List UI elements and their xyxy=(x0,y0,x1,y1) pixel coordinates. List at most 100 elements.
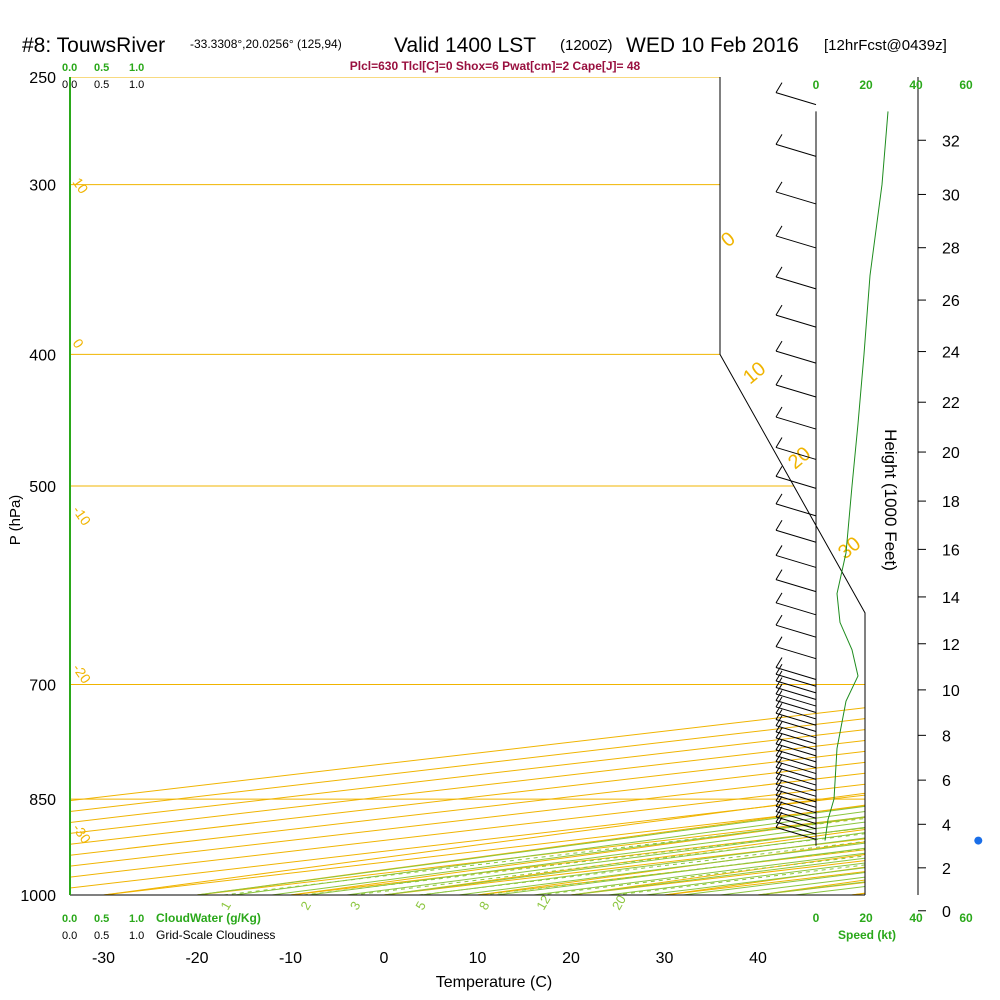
height-tick-label: 30 xyxy=(942,187,960,204)
pressure-tick-label: 300 xyxy=(29,178,56,195)
data-layer xyxy=(913,122,1000,842)
x-tick-label: -30 xyxy=(92,950,115,967)
wind-barb xyxy=(775,446,817,460)
pressure-tick-label: 700 xyxy=(29,678,56,695)
speed-tick-top: 60 xyxy=(959,78,973,92)
pressure-tick-label: 850 xyxy=(29,792,56,809)
wind-barb-flag xyxy=(775,134,783,145)
indices-line: Plcl=630 Tlcl[C]=0 Shox=6 Pwat[cm]=2 Cap… xyxy=(350,59,641,73)
wind-barb-flag xyxy=(775,811,783,823)
wind-barb-flag xyxy=(775,82,783,93)
wind-barb xyxy=(775,503,817,517)
height-tick-label: 8 xyxy=(942,728,951,745)
wind-barb xyxy=(775,673,817,687)
cloud-scale-top-green-0: 0.0 xyxy=(62,62,77,74)
wind-barb xyxy=(775,350,817,364)
wind-barb xyxy=(775,719,817,732)
wind-barb-flag xyxy=(775,545,783,556)
wind-barb xyxy=(775,687,817,700)
wind-barb xyxy=(775,602,817,616)
pressure-tick-label: 250 xyxy=(29,70,56,87)
speed-axis-label: Speed (kt) xyxy=(838,928,896,942)
mixing-ratio-label: 20 xyxy=(609,892,629,912)
dry-adiabat-50 xyxy=(851,77,865,895)
speed-tick-top: 20 xyxy=(859,78,873,92)
height-tick-label: 22 xyxy=(942,395,960,412)
mixing-ratio-label: 3 xyxy=(347,899,364,913)
wind-barb xyxy=(775,749,817,763)
wind-barb xyxy=(775,772,817,786)
speed-tick-bottom: 60 xyxy=(959,911,973,925)
wind-barb xyxy=(775,826,817,840)
wind-barb-flag xyxy=(775,806,783,818)
speed-tick-bottom: 0 xyxy=(813,911,820,925)
height-tick-label: 24 xyxy=(942,345,960,362)
wind-barb xyxy=(775,579,817,593)
isotherm--110 xyxy=(70,77,865,895)
cloudiness-label: Grid-Scale Cloudiness xyxy=(156,928,275,942)
frame-right-edge xyxy=(719,77,866,895)
wind-barb-flag xyxy=(775,636,783,647)
wind-barb xyxy=(775,706,817,720)
height-tick-label: 26 xyxy=(942,293,960,310)
moist-adiabat--16 xyxy=(234,77,865,895)
dry-adiabat-label: -30 xyxy=(70,821,95,847)
wind-barb-flag xyxy=(775,817,783,828)
wind-barb xyxy=(775,235,817,249)
wind-barb-flag xyxy=(775,181,783,193)
surface-dewpoint-marker xyxy=(974,836,983,845)
title-forecast: [12hrFcst@0439z] xyxy=(824,37,947,54)
height-tick-label: 18 xyxy=(942,494,960,511)
wind-barb-flag xyxy=(775,266,783,278)
wind-barb-flag xyxy=(775,663,783,675)
x-tick-label: -20 xyxy=(185,950,208,967)
wind-barb-flag xyxy=(775,592,783,604)
isotherm--80 xyxy=(70,77,865,895)
wind-barb xyxy=(775,693,817,707)
wind-barb-flag xyxy=(775,493,783,505)
wind-barb xyxy=(775,805,817,819)
mixing-ratio-label: 12 xyxy=(533,892,553,912)
wind-barb xyxy=(775,811,817,825)
x-tick-label: 40 xyxy=(749,950,767,967)
wind-barb-flag xyxy=(775,801,783,812)
cloud-scale-bottom-green-0: 0.0 xyxy=(62,913,77,925)
wind-barb-flag xyxy=(775,340,783,352)
speed-tick-bottom: 20 xyxy=(859,911,873,925)
wind-barb-flag xyxy=(775,466,783,477)
dewpoint-profile xyxy=(913,122,1000,842)
height-axis-label: Height (1000 Feet) xyxy=(881,429,900,571)
x-tick-label: 30 xyxy=(656,950,674,967)
height-tick-label: 12 xyxy=(942,637,960,654)
grid-layer xyxy=(70,77,865,895)
dry-adiabat-label: 0 xyxy=(70,336,88,352)
wind-barb xyxy=(775,143,817,157)
wind-barb xyxy=(775,92,817,106)
wind-barb xyxy=(775,666,817,680)
y-axis-label: P (hPa) xyxy=(7,495,24,546)
cloud-scale-top-green-1: 0.5 xyxy=(94,62,109,74)
mixing-ratio-label: 8 xyxy=(476,899,493,913)
height-tick-label: 20 xyxy=(942,445,960,462)
speed-tick-top: 0 xyxy=(813,78,820,92)
x-tick-label: 10 xyxy=(469,950,487,967)
wind-barb-flag xyxy=(775,519,783,531)
cloudwater-label: CloudWater (g/Kg) xyxy=(156,911,261,925)
isotherm--100 xyxy=(70,77,865,895)
height-tick-label: 0 xyxy=(942,904,951,921)
wind-barb xyxy=(775,816,817,830)
x-tick-label: -10 xyxy=(279,950,302,967)
mixing-ratio-label: 2 xyxy=(297,899,314,913)
mixing-ratio-line-8 xyxy=(482,353,865,895)
dry-adiabat-label: 10 xyxy=(70,175,92,197)
wind-barb-flag xyxy=(775,225,783,237)
x-tick-label: 20 xyxy=(562,950,580,967)
wind-barb xyxy=(775,800,817,814)
wind-barb xyxy=(775,646,817,660)
wind-barb xyxy=(775,384,817,398)
height-tick-label: 6 xyxy=(942,773,951,790)
pressure-tick-label: 500 xyxy=(29,479,56,496)
isotherm--90 xyxy=(70,77,865,895)
wind-barb xyxy=(775,314,817,328)
